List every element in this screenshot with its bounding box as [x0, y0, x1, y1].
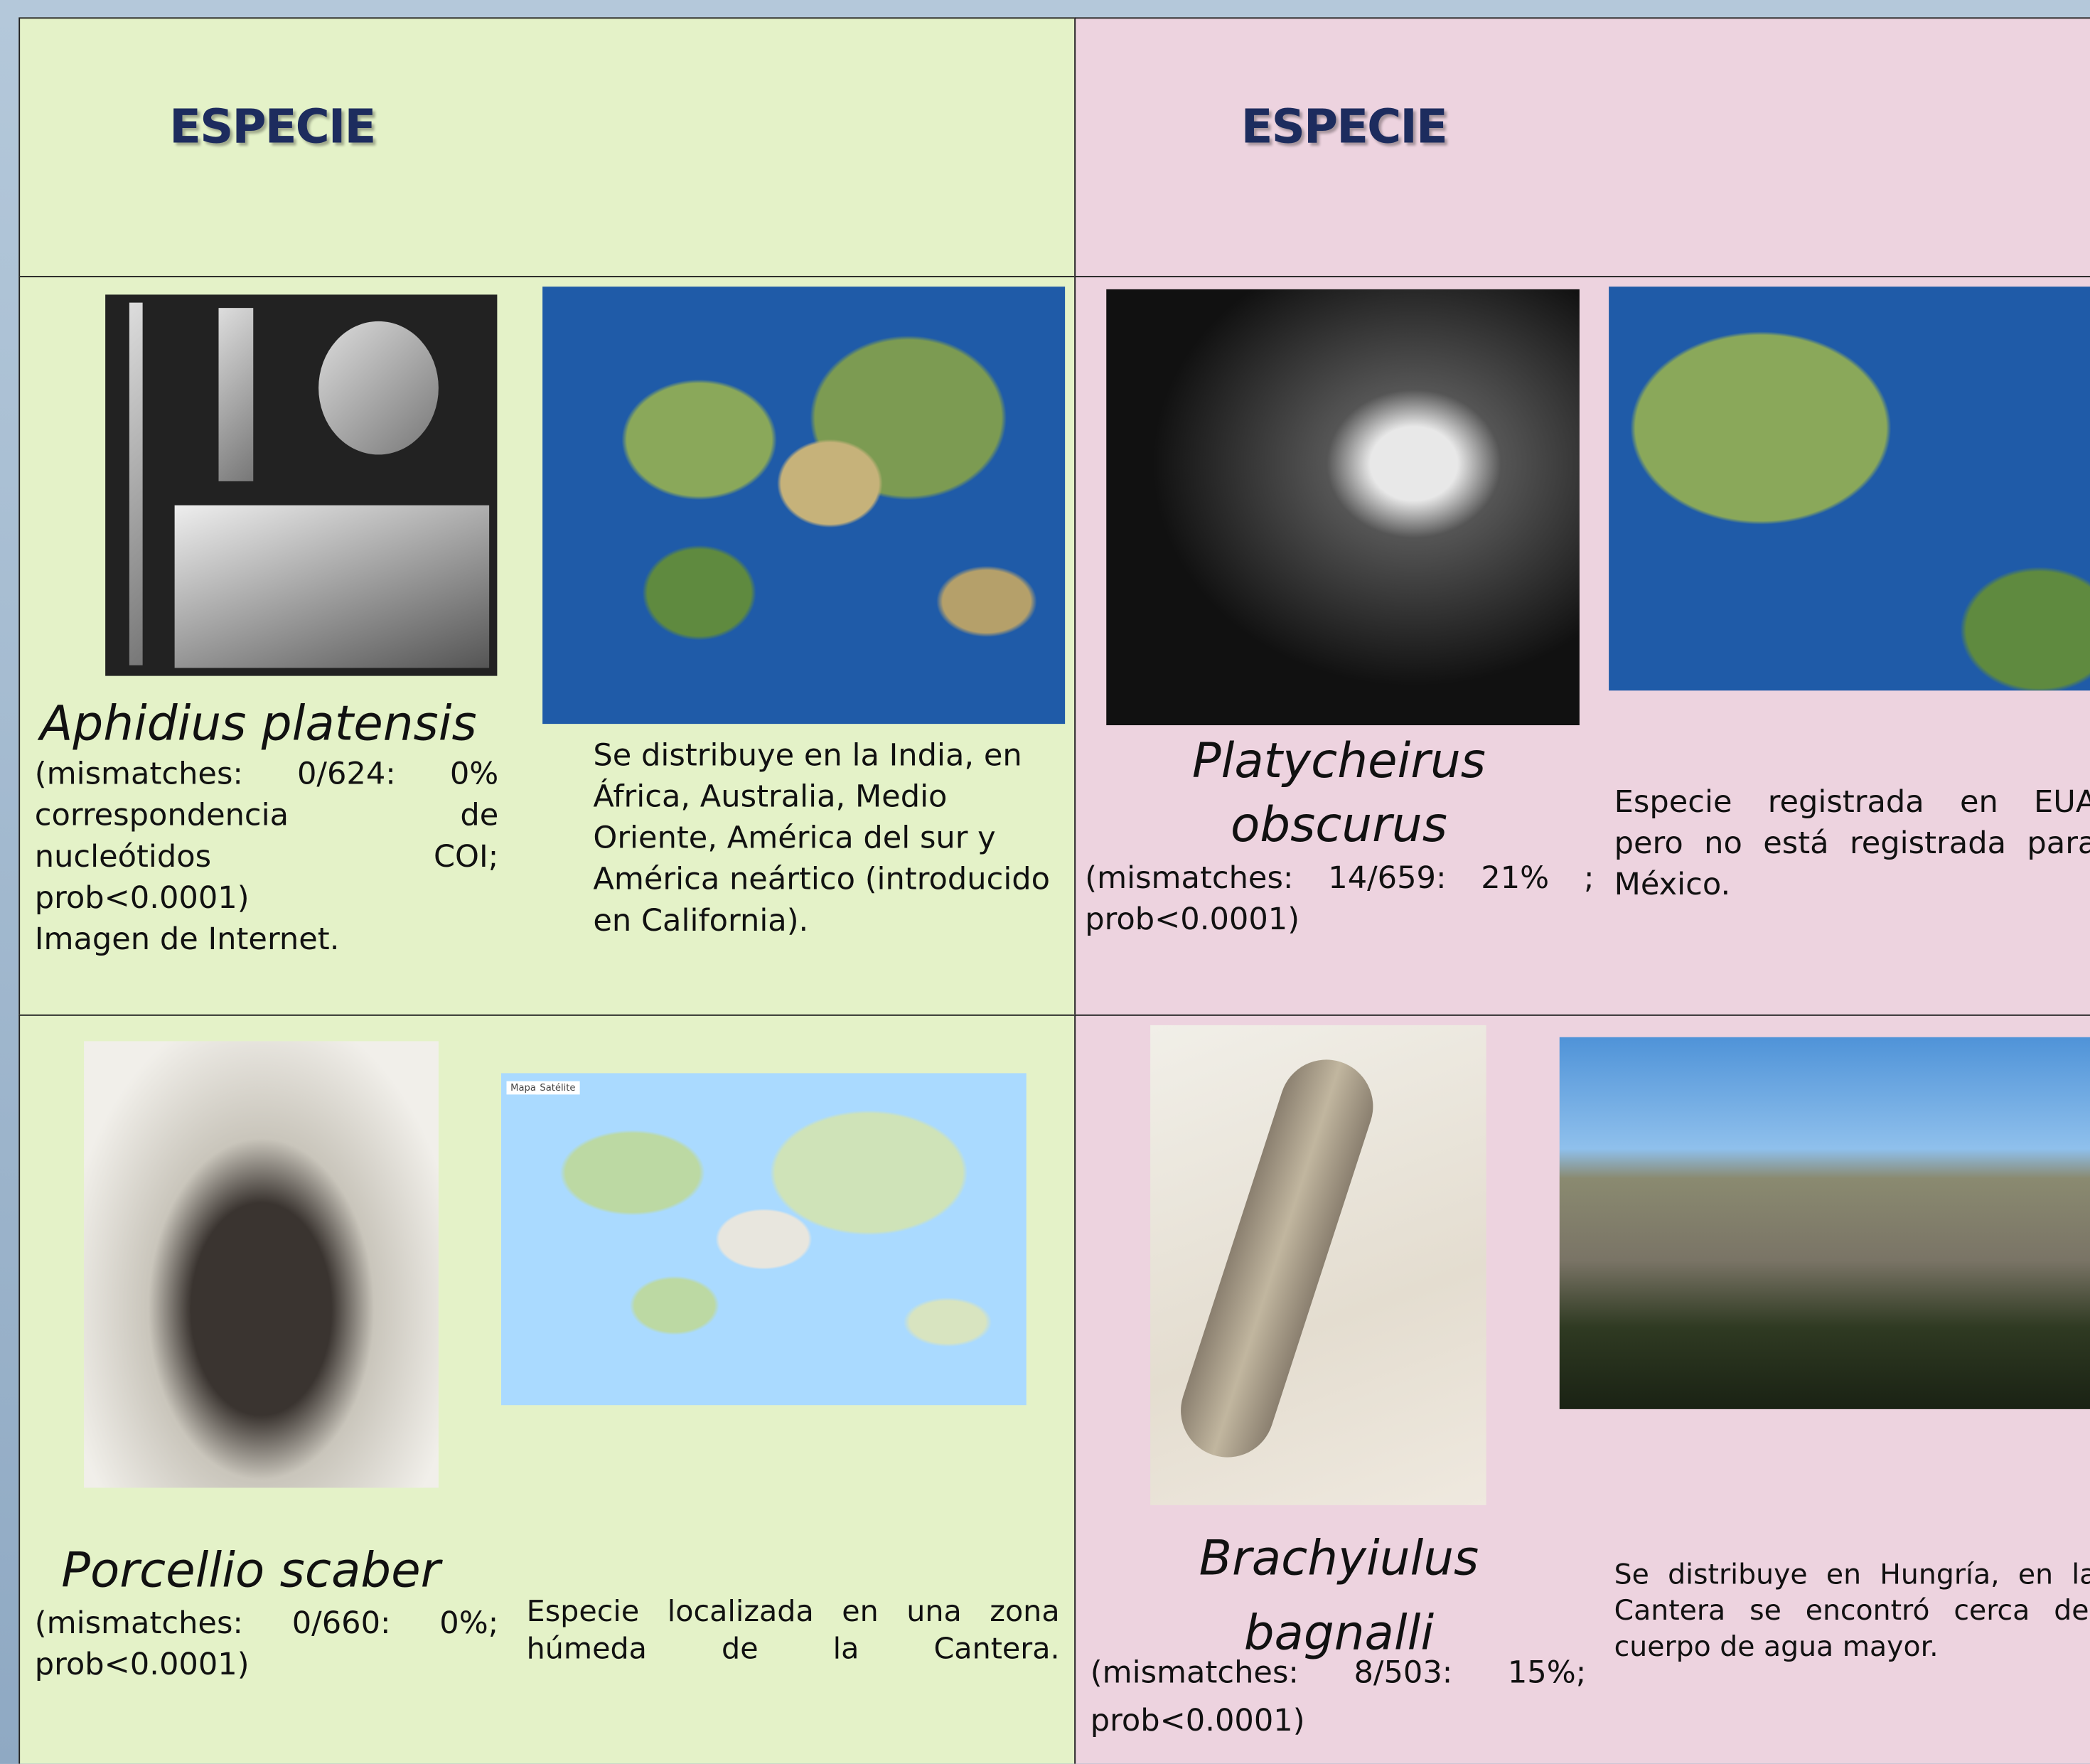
- slide: ESPECIE ESPECIE Aphidius platensis (mism…: [0, 0, 2090, 1764]
- species-cell: Platycheirus obscurus (mismatches: 14/65…: [1074, 276, 2090, 1016]
- habitat-photo: [1560, 1037, 2090, 1409]
- species-details: (mismatches: 14/659: 21% ; prob<0.0001): [1085, 859, 1594, 941]
- species-details: (mismatches: 8/503: 15%; prob<0.0001): [1090, 1649, 1587, 1745]
- species-details: (mismatches: 0/660: 0%; prob<0.0001): [35, 1604, 499, 1687]
- image-note: Imagen de Internet.: [35, 923, 340, 958]
- species-name: Aphidius platensis: [40, 693, 476, 757]
- page: {"header": {"columns": [{"title": "ESPEC…: [0, 0, 2090, 1763]
- species-cell: Brachyiulus bagnalli (mismatches: 8/503:…: [1074, 1015, 2090, 1764]
- description: Se distribuye en la India, en África, Au…: [593, 736, 1059, 943]
- species-cell: Mapa Satélite Porcellio scaber (mismatch…: [18, 1015, 1076, 1764]
- distribution-map: [542, 287, 1065, 724]
- sem-image: [105, 294, 497, 675]
- distribution-map: Mapa Satélite: [501, 1073, 1027, 1405]
- distribution-map: [1609, 287, 2090, 690]
- specimen-photo: [1150, 1025, 1486, 1505]
- map-button[interactable]: Mapa: [507, 1081, 540, 1095]
- specimen-photo: [1106, 289, 1580, 725]
- specimen-photo: [84, 1041, 439, 1487]
- header-cell: ESPECIE: [1074, 17, 2090, 277]
- description: Especie localizada en una zona húmeda de…: [527, 1595, 1060, 1669]
- header-title: ESPECIE: [1241, 102, 1447, 155]
- species-cell: Aphidius platensis (mismatches: 0/624: 0…: [18, 276, 1076, 1016]
- description: Se distribuye en Hungría, en la Cantera …: [1614, 1557, 2090, 1665]
- details: (mismatches: 0/624: 0% correspondencia d…: [35, 757, 499, 916]
- map-button[interactable]: Satélite: [536, 1081, 579, 1095]
- header-cell: ESPECIE: [18, 17, 1076, 277]
- header-title: ESPECIE: [169, 102, 375, 155]
- species-name: Porcellio scaber: [61, 1540, 440, 1604]
- species-name: Platycheirus obscurus: [1129, 731, 1549, 859]
- species-details: (mismatches: 0/624: 0% correspondencia d…: [35, 754, 499, 961]
- description: Especie registrada en EUA pero no está r…: [1614, 783, 2090, 907]
